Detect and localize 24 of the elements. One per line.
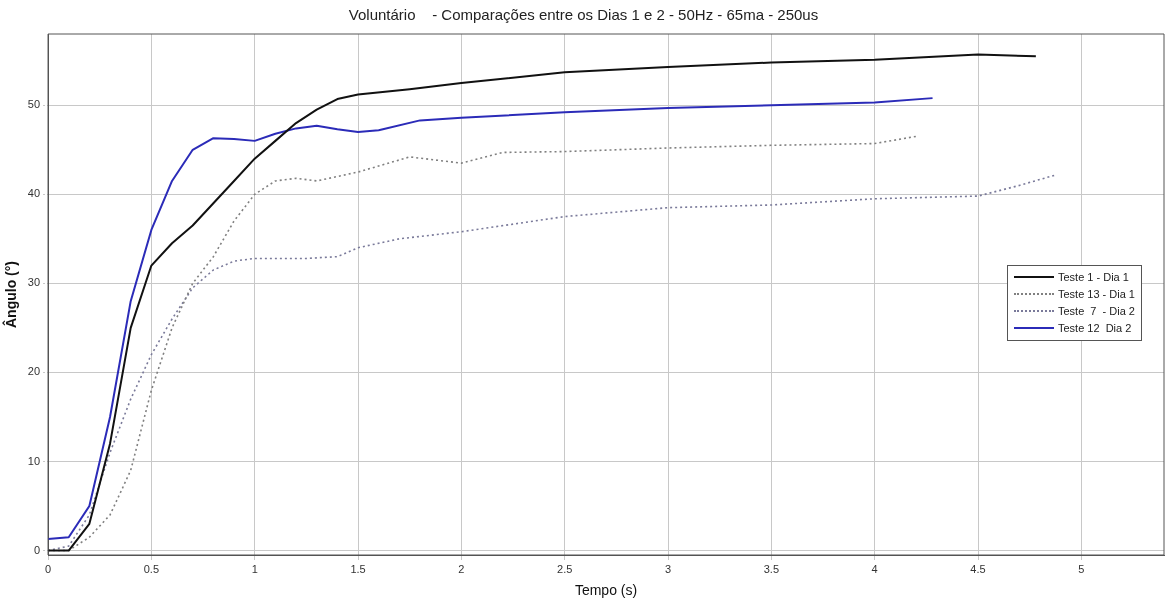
x-tick-label: 4.5 [970,562,986,575]
y-tick-label: 10 [27,454,41,467]
y-tick-label: 0 [33,543,41,556]
x-tick-label: 2.5 [557,562,573,575]
legend-label: Teste 1 - Dia 1 [1057,271,1129,283]
x-tick-label: 3.5 [763,562,779,575]
legend-label: Teste 12 Dia 2 [1057,322,1132,334]
y-tick-label: 20 [27,365,41,378]
x-tick-label: 3 [664,562,672,575]
y-axis-title: Ângulo (°) [2,260,20,329]
x-tick-label: 4 [871,562,878,575]
x-tick-label: 5 [1078,562,1085,575]
x-tick-label: 2 [458,562,465,575]
x-tick-label: 1 [251,562,258,575]
x-tick-label: 0.5 [143,562,160,575]
x-tick-label: 0 [44,562,52,575]
x-tick-label: 1.5 [350,562,366,575]
y-tick-label: 30 [27,276,41,289]
y-tick-label: 50 [27,98,41,111]
x-axis-title: Tempo (s) [574,582,638,599]
chart-title: Voluntário - Comparações entre os Dias 1 e 2 - 50Hz - 65ma - 250us [347,6,820,23]
y-tick-label: 40 [27,187,41,200]
legend-label: Teste 7 - Dia 2 [1057,305,1135,317]
legend-label: Teste 13 - Dia 1 [1057,288,1135,300]
